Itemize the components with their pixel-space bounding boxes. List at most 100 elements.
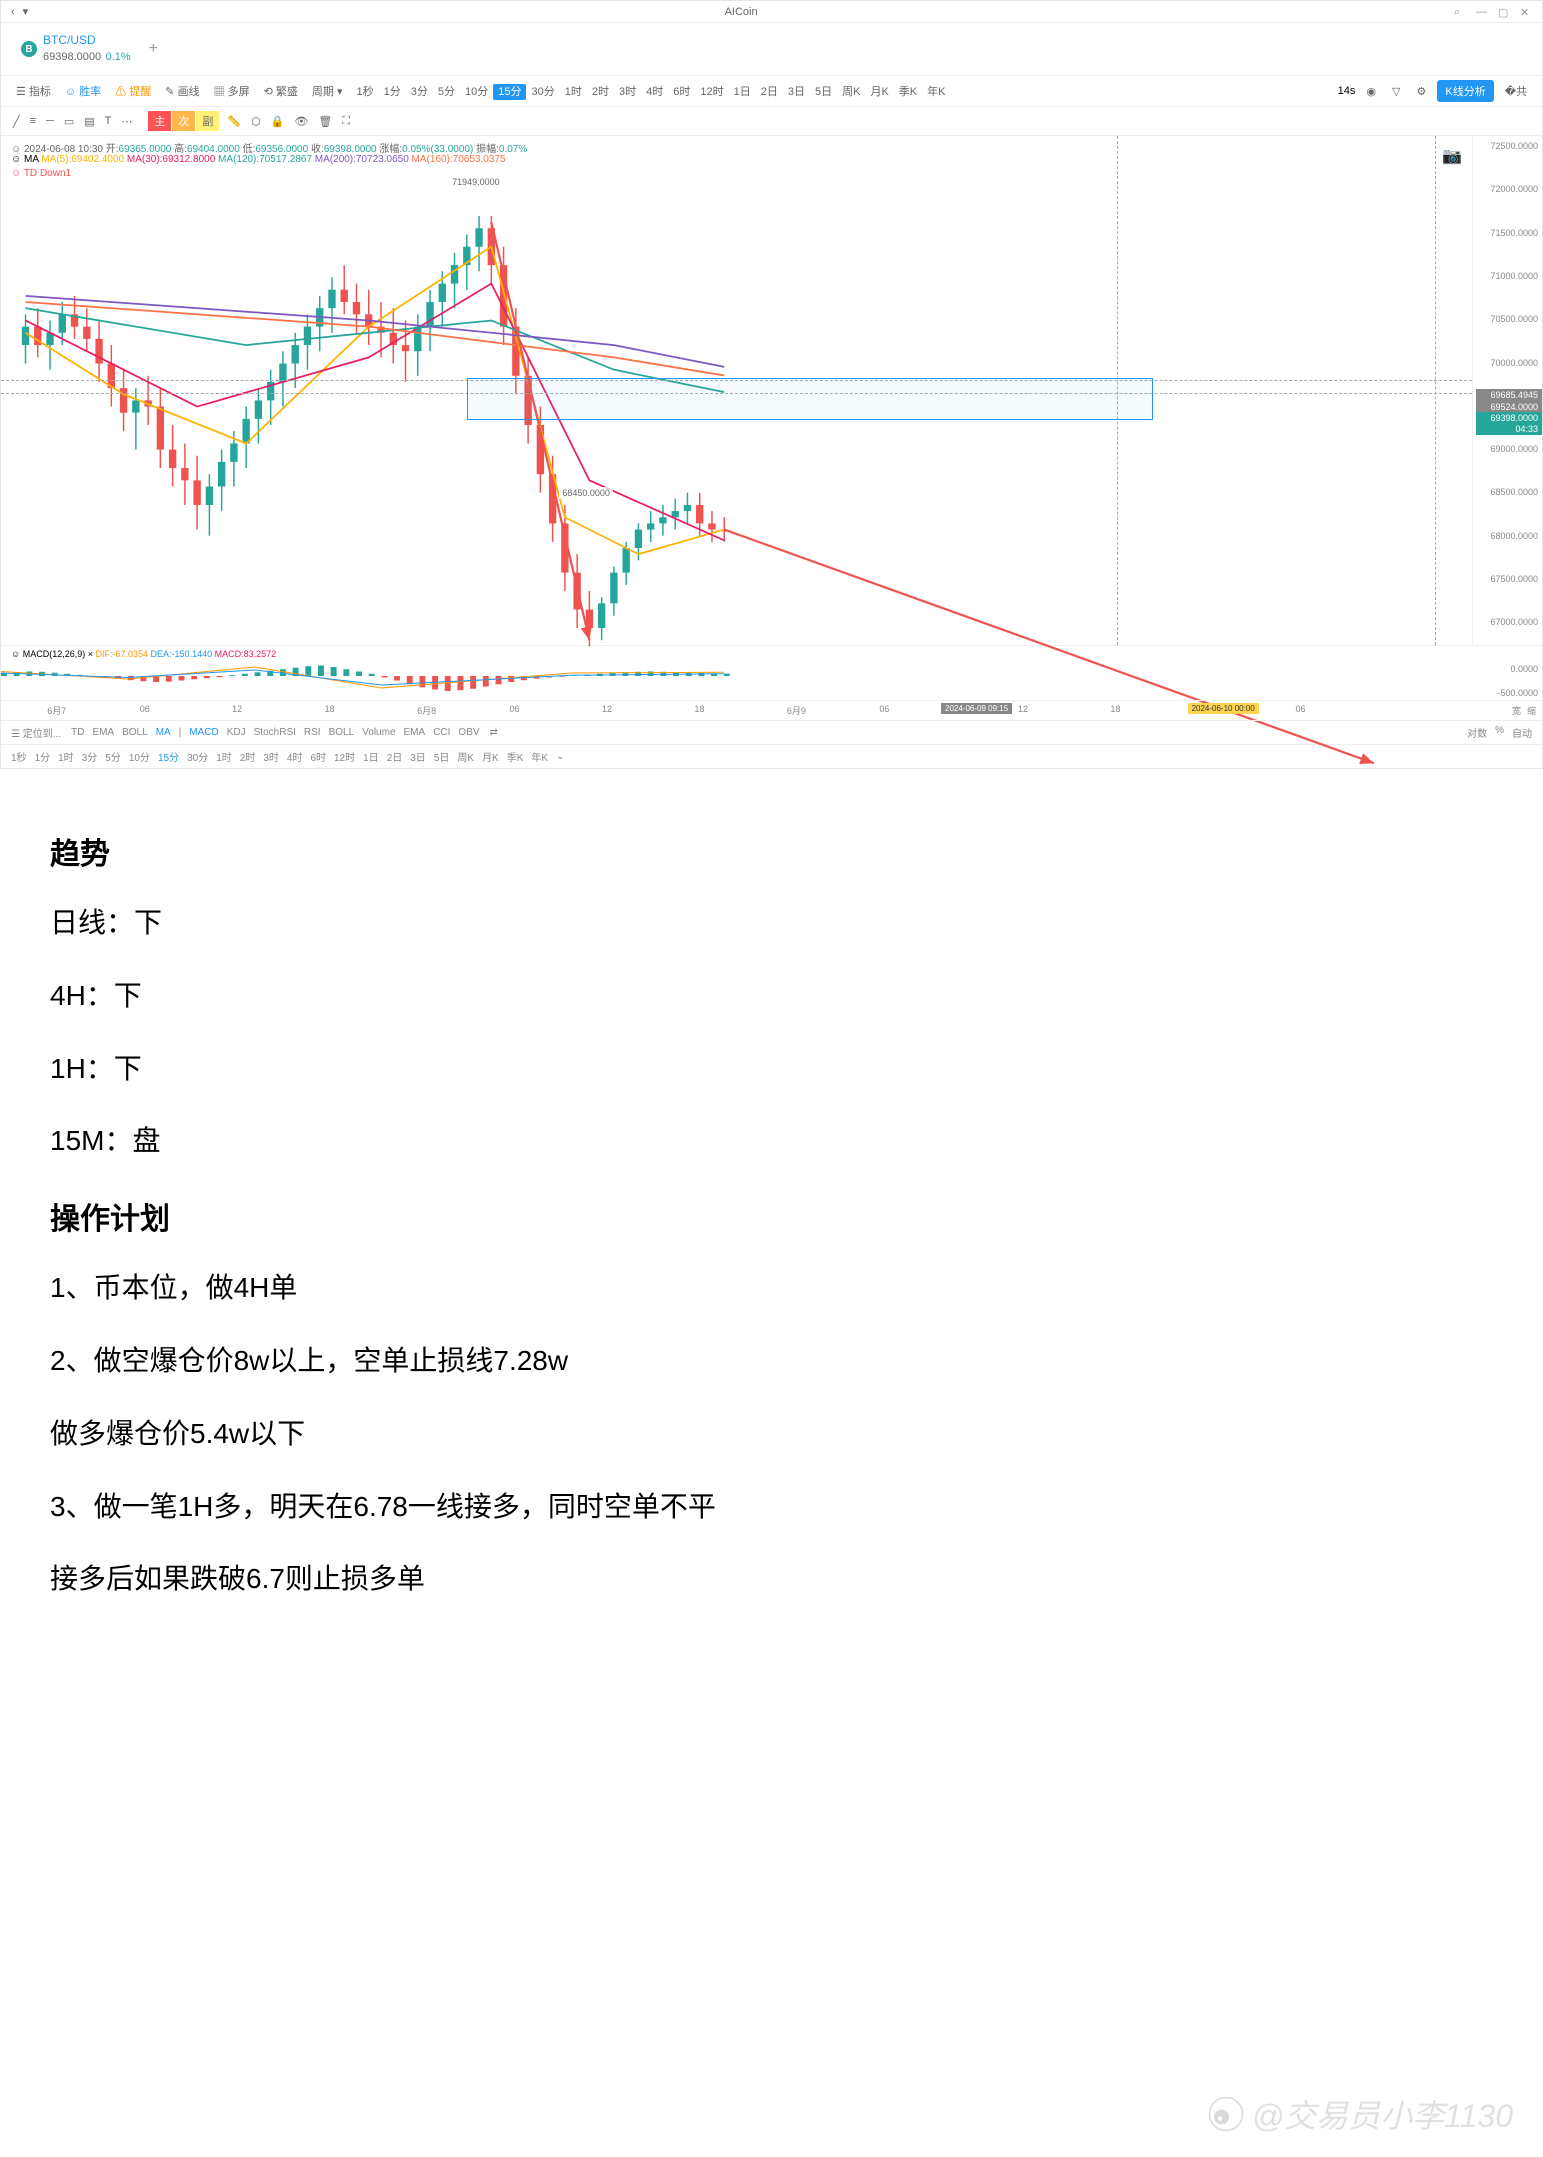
y-tick: 69000.0000	[1490, 444, 1538, 454]
tf-top-月K[interactable]: 月K	[865, 84, 893, 100]
time-tick: 18	[694, 704, 704, 714]
draw-eye-icon[interactable]: 👁	[292, 113, 310, 130]
y-tick: 72000.0000	[1490, 184, 1538, 194]
p-plan-2: 2、做空爆仓价8w以上，空单止损线7.28w	[50, 1339, 1493, 1384]
draw-expand-icon[interactable]: ⛶	[340, 113, 352, 130]
candlestick-svg	[1, 136, 1472, 886]
draw-hline-icon[interactable]: ≡	[28, 113, 38, 129]
time-axis: 6月70612186月80612186月9061218062024-06-09 …	[1, 701, 1542, 721]
draw-text-icon[interactable]: T	[103, 113, 114, 129]
price-tag: 69524.0000	[1476, 401, 1542, 413]
tb-replay[interactable]: ⟲ 繁盛	[259, 81, 303, 101]
heading-plan: 操作计划	[50, 1194, 1493, 1238]
draw-lock-icon[interactable]: 🔒	[269, 113, 287, 130]
tf-top-6时[interactable]: 6时	[668, 84, 695, 100]
time-tick: 06	[140, 704, 150, 714]
p-1h: 1H：下	[50, 1047, 1493, 1092]
add-tab-button[interactable]: +	[149, 40, 158, 58]
tf-top-1分[interactable]: 1分	[379, 84, 406, 100]
main-toolbar: ☰ 指标 ☺ 胜率 ⚠ 提醒 ✎ 画线 ▦ 多屏 ⟲ 繁盛 周期 ▾ 1秒1分3…	[1, 76, 1542, 107]
search-icon[interactable]: ⌕	[1454, 6, 1466, 18]
symbol-tab-btcusd[interactable]: B BTC/USD 69398.0000 0.1%	[11, 29, 141, 69]
price-tag: 69685.4945	[1476, 389, 1542, 401]
tf-top-3时[interactable]: 3时	[614, 84, 641, 100]
title-bar: ‹ ▾ AICoin ⌕ — ▢ ✕	[1, 1, 1542, 23]
time-tag: 2024-06-10 00:00	[1188, 703, 1259, 714]
tb-period[interactable]: 周期 ▾	[307, 81, 348, 101]
macd-panel[interactable]: ☺ MACD(12,26,9) × DIF:-67.0354 DEA:-150.…	[1, 646, 1542, 701]
close-icon[interactable]: ✕	[1520, 6, 1532, 18]
p-plan-3: 做多爆仓价5.4w以下	[50, 1412, 1493, 1457]
time-tick: 06	[1295, 704, 1305, 714]
scale-auto[interactable]: 自动	[1512, 725, 1532, 740]
kline-analysis-button[interactable]: K线分析	[1437, 80, 1493, 102]
tf-top-3分[interactable]: 3分	[406, 84, 433, 100]
time-tick: 12	[232, 704, 242, 714]
time-tick: 06	[510, 704, 520, 714]
tf-top-30分[interactable]: 30分	[526, 84, 559, 100]
time-tick: 6月8	[417, 704, 436, 717]
zoom-缩[interactable]: 缩	[1527, 704, 1536, 717]
zoom-宽[interactable]: 宽	[1512, 704, 1521, 717]
tb-winrate[interactable]: ☺ 胜率	[60, 81, 106, 101]
tf-top-季K[interactable]: 季K	[894, 84, 922, 100]
tb-multiscreen[interactable]: ▦ 多屏	[209, 81, 255, 101]
maximize-icon[interactable]: ▢	[1498, 6, 1510, 18]
draw-ruler-icon[interactable]: 📏	[225, 113, 243, 130]
p-plan-1: 1、币本位，做4H单	[50, 1266, 1493, 1311]
price-tag: 69398.0000	[1476, 412, 1542, 424]
macd-readout: ☺ MACD(12,26,9) × DIF:-67.0354 DEA:-150.…	[11, 649, 276, 659]
tf-top-5分[interactable]: 5分	[433, 84, 460, 100]
menu-chevron-icon[interactable]: ‹	[11, 6, 15, 18]
tf-top-2日[interactable]: 2日	[756, 84, 783, 100]
price-tag: 04:33	[1476, 423, 1542, 435]
tf-top-1时[interactable]: 1时	[560, 84, 587, 100]
minimize-icon[interactable]: —	[1476, 6, 1488, 18]
filter-icon[interactable]: ▽	[1387, 83, 1405, 100]
share-icon[interactable]: �共	[1500, 81, 1532, 101]
tf-top-15分[interactable]: 15分	[493, 84, 526, 100]
y-tick: 72500.0000	[1490, 141, 1538, 151]
draw-fib-icon[interactable]: ▤	[82, 113, 96, 130]
tf-top-3日[interactable]: 3日	[783, 84, 810, 100]
tf-top-1日[interactable]: 1日	[729, 84, 756, 100]
time-tag: 2024-06-09 09:15	[941, 703, 1012, 714]
tb-draw[interactable]: ✎ 画线	[160, 81, 204, 101]
macd-zero-label: 0.0000	[1510, 664, 1538, 674]
draw-trash-icon[interactable]: 🗑	[316, 113, 334, 130]
window-title: AICoin	[725, 6, 758, 18]
macd-low-label: -500.0000	[1497, 688, 1538, 698]
draw-rect-icon[interactable]: ▭	[62, 113, 76, 130]
zhu-toggle[interactable]: 主 次 副	[148, 111, 219, 131]
main-chart[interactable]: ☺ 2024-06-08 10:30 开:69365.0000 高:69404.…	[1, 136, 1542, 646]
tf-top-1秒[interactable]: 1秒	[351, 84, 378, 100]
time-tick: 12	[602, 704, 612, 714]
article-content: 趋势 日线：下 4H：下 1H：下 15M：盘 操作计划 1、币本位，做4H单 …	[0, 769, 1543, 1690]
tf-top-年K[interactable]: 年K	[922, 84, 950, 100]
drawing-toolbar: ╱ ≡ ─ ▭ ▤ T ⋯ 主 次 副 📏 ⬡ 🔒 👁 🗑 ⛶	[1, 107, 1542, 136]
tf-top-周K[interactable]: 周K	[837, 84, 865, 100]
countdown-timer: 14s	[1338, 85, 1356, 97]
draw-line-icon[interactable]: ╱	[11, 113, 22, 130]
tf-top-4时[interactable]: 4时	[641, 84, 668, 100]
scale-pct[interactable]: %	[1495, 725, 1504, 740]
draw-magnet-icon[interactable]: ⬡	[249, 113, 263, 130]
tf-top-12时[interactable]: 12时	[695, 84, 728, 100]
draw-more-icon[interactable]: ⋯	[119, 113, 134, 130]
drawn-rectangle[interactable]	[467, 378, 1153, 420]
tb-indicator[interactable]: ☰ 指标	[11, 81, 56, 101]
draw-trend-icon[interactable]: ─	[44, 113, 56, 129]
p-plan-4: 3、做一笔1H多，明天在6.78一线接多，同时空单不平	[50, 1485, 1493, 1530]
settings-icon[interactable]: ⚙	[1412, 83, 1432, 100]
app-window: ‹ ▾ AICoin ⌕ — ▢ ✕ B BTC/USD 69398.0000 …	[0, 0, 1543, 769]
watermark: @交易员小李1130	[1208, 2091, 1513, 2137]
tf-top-10分[interactable]: 10分	[460, 84, 493, 100]
tb-alert[interactable]: ⚠ 提醒	[110, 81, 156, 101]
time-tick: 12	[1018, 704, 1028, 714]
tf-top-5日[interactable]: 5日	[810, 84, 837, 100]
tf-top-2时[interactable]: 2时	[587, 84, 614, 100]
eye-icon[interactable]: ◉	[1361, 83, 1381, 100]
dropdown-icon[interactable]: ▾	[23, 5, 29, 18]
y-tick: 70500.0000	[1490, 314, 1538, 324]
high-price-label: 71949.0000	[449, 176, 503, 188]
